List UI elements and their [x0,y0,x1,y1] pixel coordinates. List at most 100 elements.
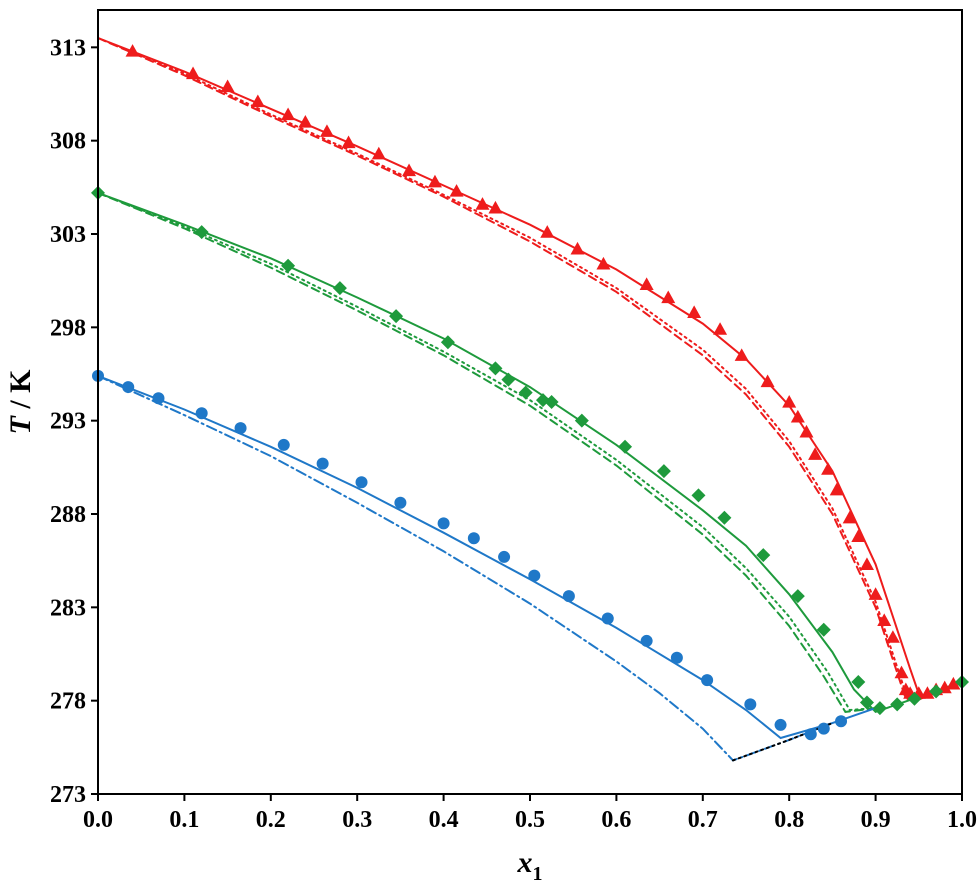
data-point-triangle [920,686,935,699]
data-point-triangle [799,424,814,438]
data-point-triangle [250,94,265,108]
data-point-diamond [194,225,209,240]
data-point-triangle [540,225,555,238]
x-tick-label: 0.6 [601,807,631,833]
data-point-circle [640,634,653,647]
data-point-diamond [907,691,922,706]
model-curve-solid [97,191,963,714]
data-point-triangle [877,613,892,626]
data-point-diamond [890,697,905,712]
data-point-diamond [488,361,503,376]
data-point-triangle [821,462,836,475]
data-point-diamond [929,684,944,699]
data-point-diamond [574,413,589,428]
y-axis: 273 278 283 288 293 298 303 308 313 [50,35,98,808]
data-point-triangle [782,395,797,408]
y-tick-label: 303 [50,222,86,248]
data-point-circle [122,381,135,394]
data-point-circle [277,438,290,451]
data-point-triangle [596,256,611,270]
x-tick-label: 0.9 [861,807,891,833]
y-tick-label: 293 [50,409,86,435]
data-point-diamond [544,395,559,409]
x-tick-label: 1.0 [947,807,977,833]
x-axis-title-var: x [517,846,533,879]
model-curve-dashed [97,191,877,713]
data-point-triangle [220,79,235,93]
y-tick-label: 298 [50,315,86,341]
data-point-circle [817,722,830,735]
data-point-triangle [829,482,844,496]
data-point-diamond [790,589,805,604]
y-axis-title-var: T [4,415,37,435]
model-curve-dotted [97,37,920,701]
model-curve-solid [97,37,963,701]
data-point-circle [394,496,407,509]
data-point-triangle [449,184,464,197]
data-point-diamond [281,258,296,273]
model-curves [97,37,963,762]
data-point-triangle [760,374,775,388]
model-curve-dashed [97,37,920,701]
data-point-circle [804,728,817,741]
data-point-circle [774,718,787,731]
data-point-triangle [186,66,201,80]
x-tick-label: 0.2 [256,807,286,833]
data-point-circle [467,532,480,545]
data-point-diamond [332,281,347,296]
data-point-circle [316,457,329,470]
y-tick-label: 278 [50,689,86,715]
data-point-triangle [570,241,585,255]
data-point-triangle [298,115,313,128]
model-curve-dotted [97,191,877,712]
x-tick-label: 0.7 [688,807,718,833]
y-tick-label: 313 [50,35,86,61]
data-point-triangle [687,305,702,318]
y-tick-label: 308 [50,129,86,155]
model-curve-solid [97,374,877,740]
data-point-triangle [868,587,883,600]
x-axis-title-sub: 1 [533,863,543,885]
x-tick-label: 0.4 [429,807,459,833]
x-axis-title: x1 [517,846,543,885]
data-point-circle [234,422,247,435]
data-point-triangle [402,163,417,177]
data-point-triangle [488,200,503,214]
data-point-triangle [885,630,900,643]
y-axis-title: T / K [4,369,37,435]
data-point-triangle [639,277,654,290]
x-tick-label: 0.8 [774,807,804,833]
data-point-circle [152,392,165,405]
model-curve-dashdot [97,374,834,762]
data-point-diamond [851,675,866,689]
data-point-triangle [319,124,334,137]
data-point-triangle [790,409,805,423]
data-point-triangle [427,174,442,188]
data-point-diamond [440,335,455,350]
data-point-triangle [894,665,909,679]
data-point-diamond [816,622,831,637]
data-markers [91,44,969,741]
data-point-triangle [734,348,749,361]
y-tick-label: 288 [50,502,86,528]
data-point-diamond [518,385,533,400]
x-tick-label: 0.0 [83,807,113,833]
data-point-circle [701,674,714,687]
data-point-diamond [872,701,887,716]
data-point-circle [601,612,614,625]
data-point-circle [528,569,541,582]
data-point-circle [355,476,368,489]
y-tick-label: 283 [50,595,86,621]
x-tick-label: 0.1 [169,807,199,833]
data-point-diamond [756,548,771,563]
data-point-triangle [808,447,823,460]
data-point-diamond [501,372,516,387]
y-tick-label: 273 [50,782,86,808]
data-point-diamond [618,439,633,454]
data-point-triangle [842,510,857,524]
data-point-diamond [691,488,706,503]
data-point-triangle [946,676,961,690]
data-point-diamond [859,695,874,710]
data-point-circle [835,715,848,728]
